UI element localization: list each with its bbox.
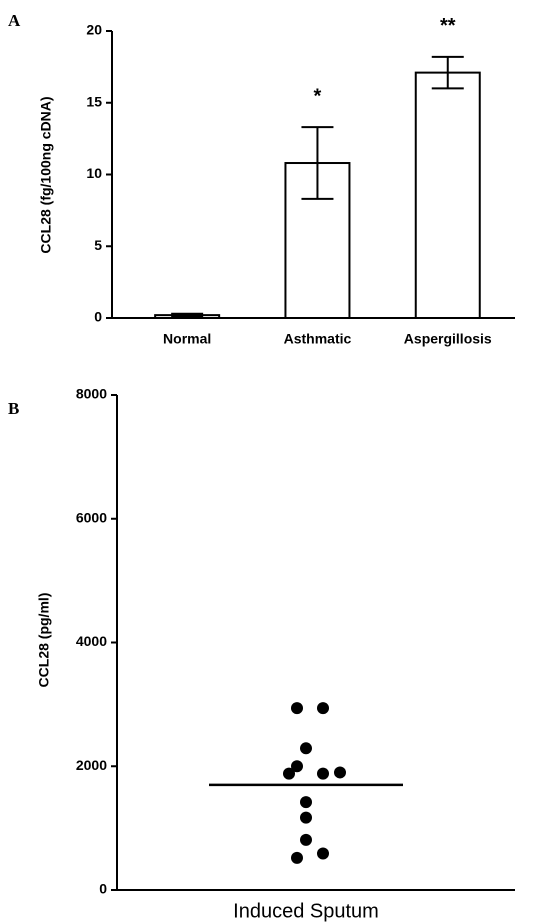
panel-label: B [8,399,19,418]
y-tick-label: 20 [86,22,102,38]
data-point [300,742,312,755]
y-tick-label: 10 [86,165,102,181]
data-point [334,766,346,779]
data-point [300,796,312,809]
x-tick-label: Asthmatic [284,331,352,347]
bar [414,71,481,319]
x-tick-label: Normal [163,331,211,347]
data-point [300,811,312,824]
data-point [291,851,303,864]
y-tick-label: 2000 [76,757,107,773]
y-tick-label: 0 [94,309,102,325]
y-tick-label: 15 [86,93,102,109]
data-point [291,760,303,773]
data-point [317,767,329,780]
data-point [317,702,329,715]
data-point [317,847,329,860]
y-tick-label: 4000 [76,633,107,649]
x-tick-label: Aspergillosis [404,331,492,347]
data-point [291,702,303,715]
data-point [283,767,295,780]
y-tick-label: 8000 [76,386,107,402]
y-axis-label: CCL28 (fg/100ng cDNA) [38,96,54,253]
y-tick-label: 5 [94,237,102,253]
y-tick-label: 6000 [76,509,107,525]
x-tick-label: Induced Sputum [233,900,379,922]
y-axis-label: CCL28 (pg/ml) [36,593,52,688]
data-point [300,833,312,846]
significance: * [314,85,322,107]
significance: ** [440,15,456,37]
y-tick-label: 0 [99,881,107,897]
panel-label: A [8,11,21,30]
